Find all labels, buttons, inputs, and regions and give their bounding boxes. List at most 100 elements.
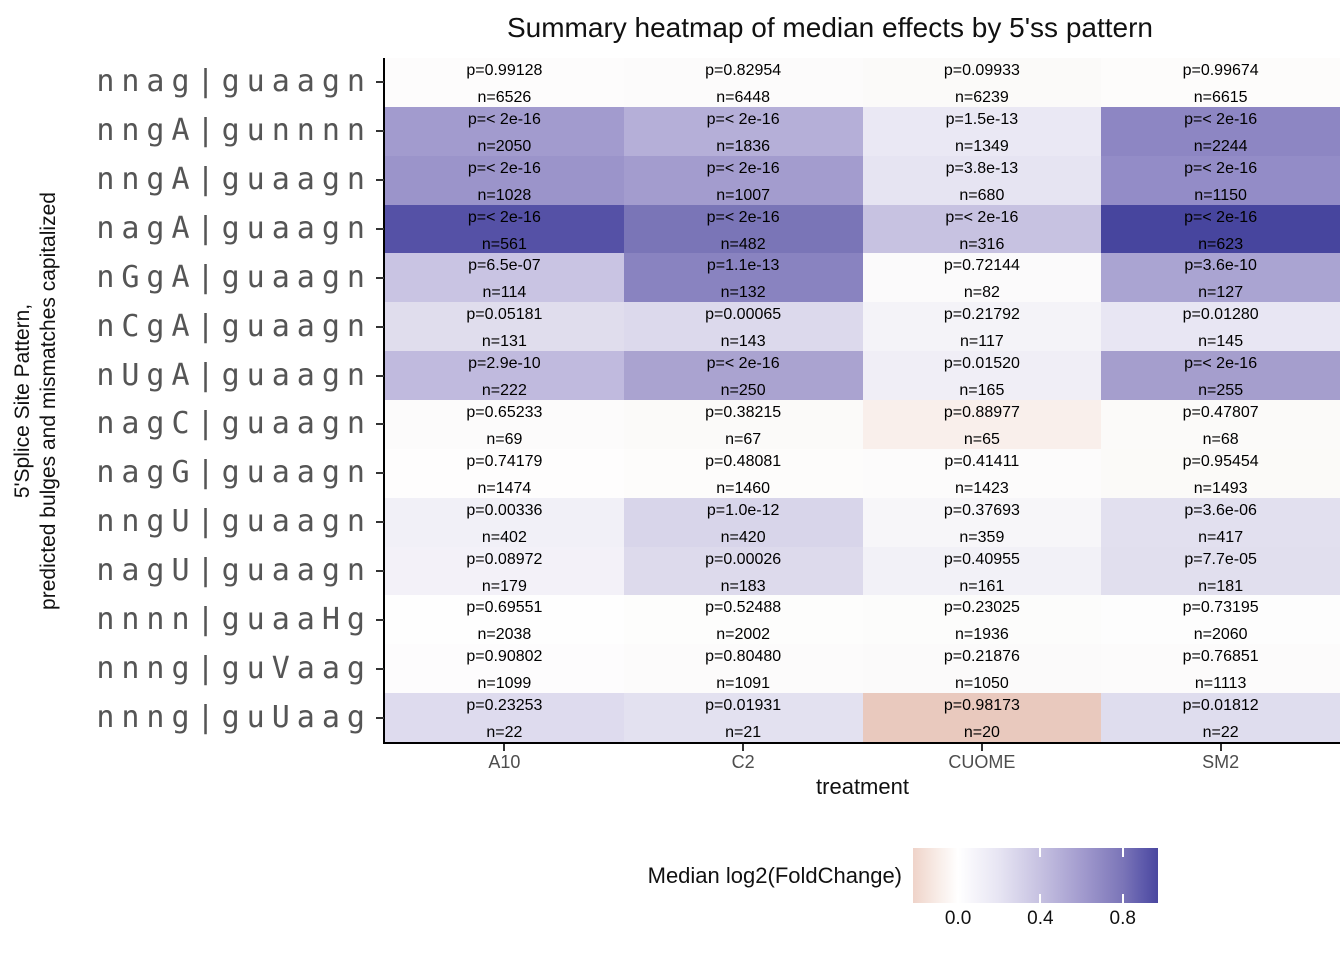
heatmap-cell: p=0.99674 n=6615 — [1101, 58, 1340, 107]
cell-count-label: n=22 — [1202, 724, 1239, 742]
cell-pvalue-label: p=0.65233 — [466, 404, 543, 421]
cell-pvalue-label: p=0.09933 — [943, 62, 1020, 79]
cell-count-label: n=143 — [720, 333, 766, 351]
y-axis-tick-mark — [376, 667, 384, 670]
legend-tick-label: 0.0 — [944, 908, 972, 929]
y-axis-tick-label: nGgA|guaagn — [96, 259, 372, 295]
cell-pvalue-label: p=< 2e-16 — [706, 355, 780, 373]
heatmap-cell: p=0.23253 n=22 — [385, 693, 624, 742]
cell-pvalue-label: p=3.6e-06 — [1184, 501, 1257, 519]
heatmap-cell: p=0.37693 n=359 — [862, 497, 1102, 547]
cell-count-label: n=1113 — [1194, 675, 1247, 693]
y-axis-tick-mark — [376, 325, 384, 328]
y-axis-title: 5'Splice Site Pattern, predicted bulges … — [10, 58, 66, 744]
heatmap-cell: p=< 2e-16 n=1007 — [623, 155, 863, 205]
cell-count-label: n=1150 — [1194, 186, 1247, 204]
cell-pvalue-label: p=< 2e-16 — [1184, 159, 1258, 177]
cell-pvalue-label: p=0.52488 — [705, 599, 782, 617]
heatmap-cell: p=< 2e-16 n=2050 — [385, 106, 624, 156]
cell-pvalue-label: p=0.40955 — [943, 550, 1020, 568]
cell-count-label: n=6526 — [477, 89, 532, 106]
cell-count-label: n=6448 — [716, 89, 771, 106]
legend-tick-label: 0.4 — [1027, 908, 1054, 929]
cell-pvalue-label: p=1.5e-13 — [945, 110, 1019, 128]
heatmap-cell: p=0.01280 n=145 — [1101, 302, 1340, 352]
cell-count-label: n=316 — [959, 235, 1005, 253]
heatmap-cell: p=0.00026 n=183 — [623, 546, 863, 596]
cell-pvalue-label: p=1.0e-12 — [706, 501, 780, 519]
heatmap-cell: p=0.76851 n=1113 — [1101, 644, 1340, 694]
cell-count-label: n=2038 — [477, 626, 532, 644]
cell-count-label: n=255 — [1198, 382, 1244, 400]
y-axis-line — [383, 58, 385, 744]
legend-tick-mark — [1039, 848, 1042, 857]
legend-tick-mark — [1121, 848, 1124, 857]
cell-pvalue-label: p=< 2e-16 — [467, 208, 541, 226]
cell-pvalue-label: p=0.69551 — [466, 599, 543, 617]
heatmap-panel: p=0.99128 n=6526 p=0.82954 n=6448 p=0.09933 n… — [385, 58, 1340, 742]
heatmap-cell: p=3.8e-13 n=680 — [862, 155, 1102, 205]
cell-pvalue-label: p=0.47807 — [1182, 404, 1259, 421]
cell-count-label: n=127 — [1198, 284, 1244, 302]
heatmap-cell: p=0.41411 n=1423 — [862, 448, 1102, 498]
heatmap-cell: p=0.38215 n=67 — [623, 400, 863, 449]
x-axis-tick-label: SM2 — [1202, 752, 1240, 772]
y-axis-tick-mark — [376, 521, 384, 524]
cell-count-label: n=2050 — [477, 137, 532, 155]
cell-count-label: n=6239 — [954, 89, 1009, 106]
cell-count-label: n=417 — [1198, 528, 1244, 546]
cell-pvalue-label: p=0.76851 — [1182, 648, 1259, 666]
cell-count-label: n=623 — [1198, 235, 1244, 253]
cell-pvalue-label: p=0.21876 — [943, 648, 1020, 666]
legend-tick-mark — [957, 848, 960, 857]
heatmap-cell: p=7.7e-05 n=181 — [1101, 546, 1340, 596]
y-axis-tick-mark — [376, 228, 384, 230]
y-axis-tick-mark — [376, 472, 384, 475]
cell-count-label: n=1099 — [477, 675, 532, 693]
legend-tick-label: 0.8 — [1109, 908, 1136, 929]
cell-pvalue-label: p=0.98173 — [943, 697, 1020, 715]
cell-count-label: n=117 — [960, 333, 1004, 351]
heatmap-cell: p=0.82954 n=6448 — [623, 58, 863, 107]
heatmap-cell: p=3.6e-10 n=127 — [1101, 253, 1340, 303]
cell-pvalue-label: p=1.1e-13 — [706, 257, 780, 275]
cell-count-label: n=1349 — [954, 137, 1009, 155]
cell-pvalue-label: p=0.08972 — [466, 550, 543, 568]
cell-count-label: n=21 — [725, 724, 762, 742]
heatmap-cell: p=< 2e-16 n=250 — [623, 351, 863, 400]
heatmap-cell: p=0.74179 n=1474 — [385, 448, 624, 498]
heatmap-cell: p=3.6e-06 n=417 — [1101, 497, 1340, 547]
heatmap-cell: p=0.00336 n=402 — [385, 497, 624, 547]
cell-pvalue-label: p=< 2e-16 — [467, 159, 541, 177]
heatmap-cell: p=0.69551 n=2038 — [385, 595, 624, 645]
heatmap-cell: p=< 2e-16 n=2244 — [1101, 106, 1340, 156]
cell-pvalue-label: p=0.82954 — [705, 62, 782, 79]
heatmap-cell: p=0.99128 n=6526 — [385, 58, 624, 107]
y-axis-tick-mark — [376, 716, 384, 719]
x-axis-tick-label: CUOME — [948, 752, 1016, 772]
cell-count-label: n=680 — [959, 186, 1005, 204]
heatmap-cell: p=< 2e-16 n=1836 — [623, 106, 863, 156]
cell-pvalue-label: p=< 2e-16 — [467, 110, 541, 128]
heatmap-cell: p=0.95454 n=1493 — [1101, 448, 1340, 498]
y-axis-tick-label: nagA|guaagn — [96, 211, 372, 246]
cell-count-label: n=1493 — [1193, 479, 1248, 497]
heatmap-cell: p=0.47807 n=68 — [1101, 400, 1340, 449]
y-axis-tick-label: nnng|guUaag — [96, 699, 372, 735]
heatmap-cell: p=0.05181 n=131 — [385, 302, 624, 352]
cell-count-label: n=2060 — [1193, 626, 1248, 644]
x-axis-line — [383, 742, 1340, 744]
x-axis-tick-label: C2 — [731, 752, 755, 772]
cell-pvalue-label: p=7.7e-05 — [1184, 550, 1257, 568]
heatmap-cell: p=0.52488 n=2002 — [623, 595, 863, 645]
cell-pvalue-label: p=3.6e-10 — [1184, 257, 1257, 275]
cell-count-label: n=420 — [720, 528, 766, 546]
cell-pvalue-label: p=3.8e-13 — [945, 159, 1019, 177]
y-axis-tick-label: nagU|guaagn — [96, 553, 372, 588]
cell-pvalue-label: p=< 2e-16 — [706, 159, 780, 177]
heatmap-cell: p=0.21876 n=1050 — [862, 644, 1102, 694]
legend-tick-mark — [957, 894, 960, 903]
heatmap-cell: p=< 2e-16 n=316 — [862, 204, 1102, 254]
heatmap-cell: p=0.01520 n=165 — [862, 351, 1102, 400]
